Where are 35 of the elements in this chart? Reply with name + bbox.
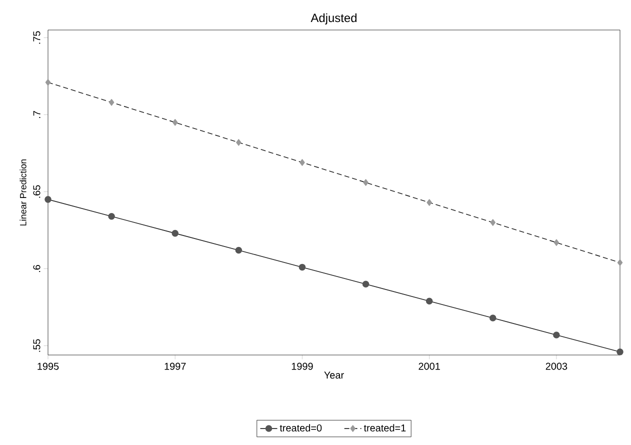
x-axis-title: Year [324,372,344,379]
point [235,246,242,254]
point [616,348,624,356]
point [300,159,305,166]
chart-title: Adjusted [310,13,356,24]
point [298,264,306,271]
point [172,230,178,237]
y-axis-title: Linear Prediction [20,159,26,226]
legend-label: treated=0 [280,424,322,432]
x-tick-label: 2001 [418,362,440,370]
point [489,314,496,322]
point [426,298,433,304]
point [108,212,115,220]
point [490,219,496,226]
point [108,99,114,106]
point [45,78,51,86]
x-tick-label: 2003 [546,362,568,370]
point [172,119,178,126]
point [362,280,370,288]
x-tick-label: 1995 [38,362,59,370]
x-tick-label: 1999 [292,362,313,370]
point [553,332,560,338]
point [363,179,368,186]
x-tick-label: 1997 [164,362,186,370]
point [554,239,560,246]
y-tick-label: .75 [33,31,40,44]
y-tick-label: .7 [33,111,40,118]
point [617,259,623,266]
point [236,139,242,146]
legend-label: treated=1 [364,424,406,432]
y-tick-label: .6 [33,265,40,272]
y-tick-label: .65 [33,185,40,198]
point [426,199,432,206]
point [44,196,52,203]
y-tick-label: .55 [33,339,40,352]
